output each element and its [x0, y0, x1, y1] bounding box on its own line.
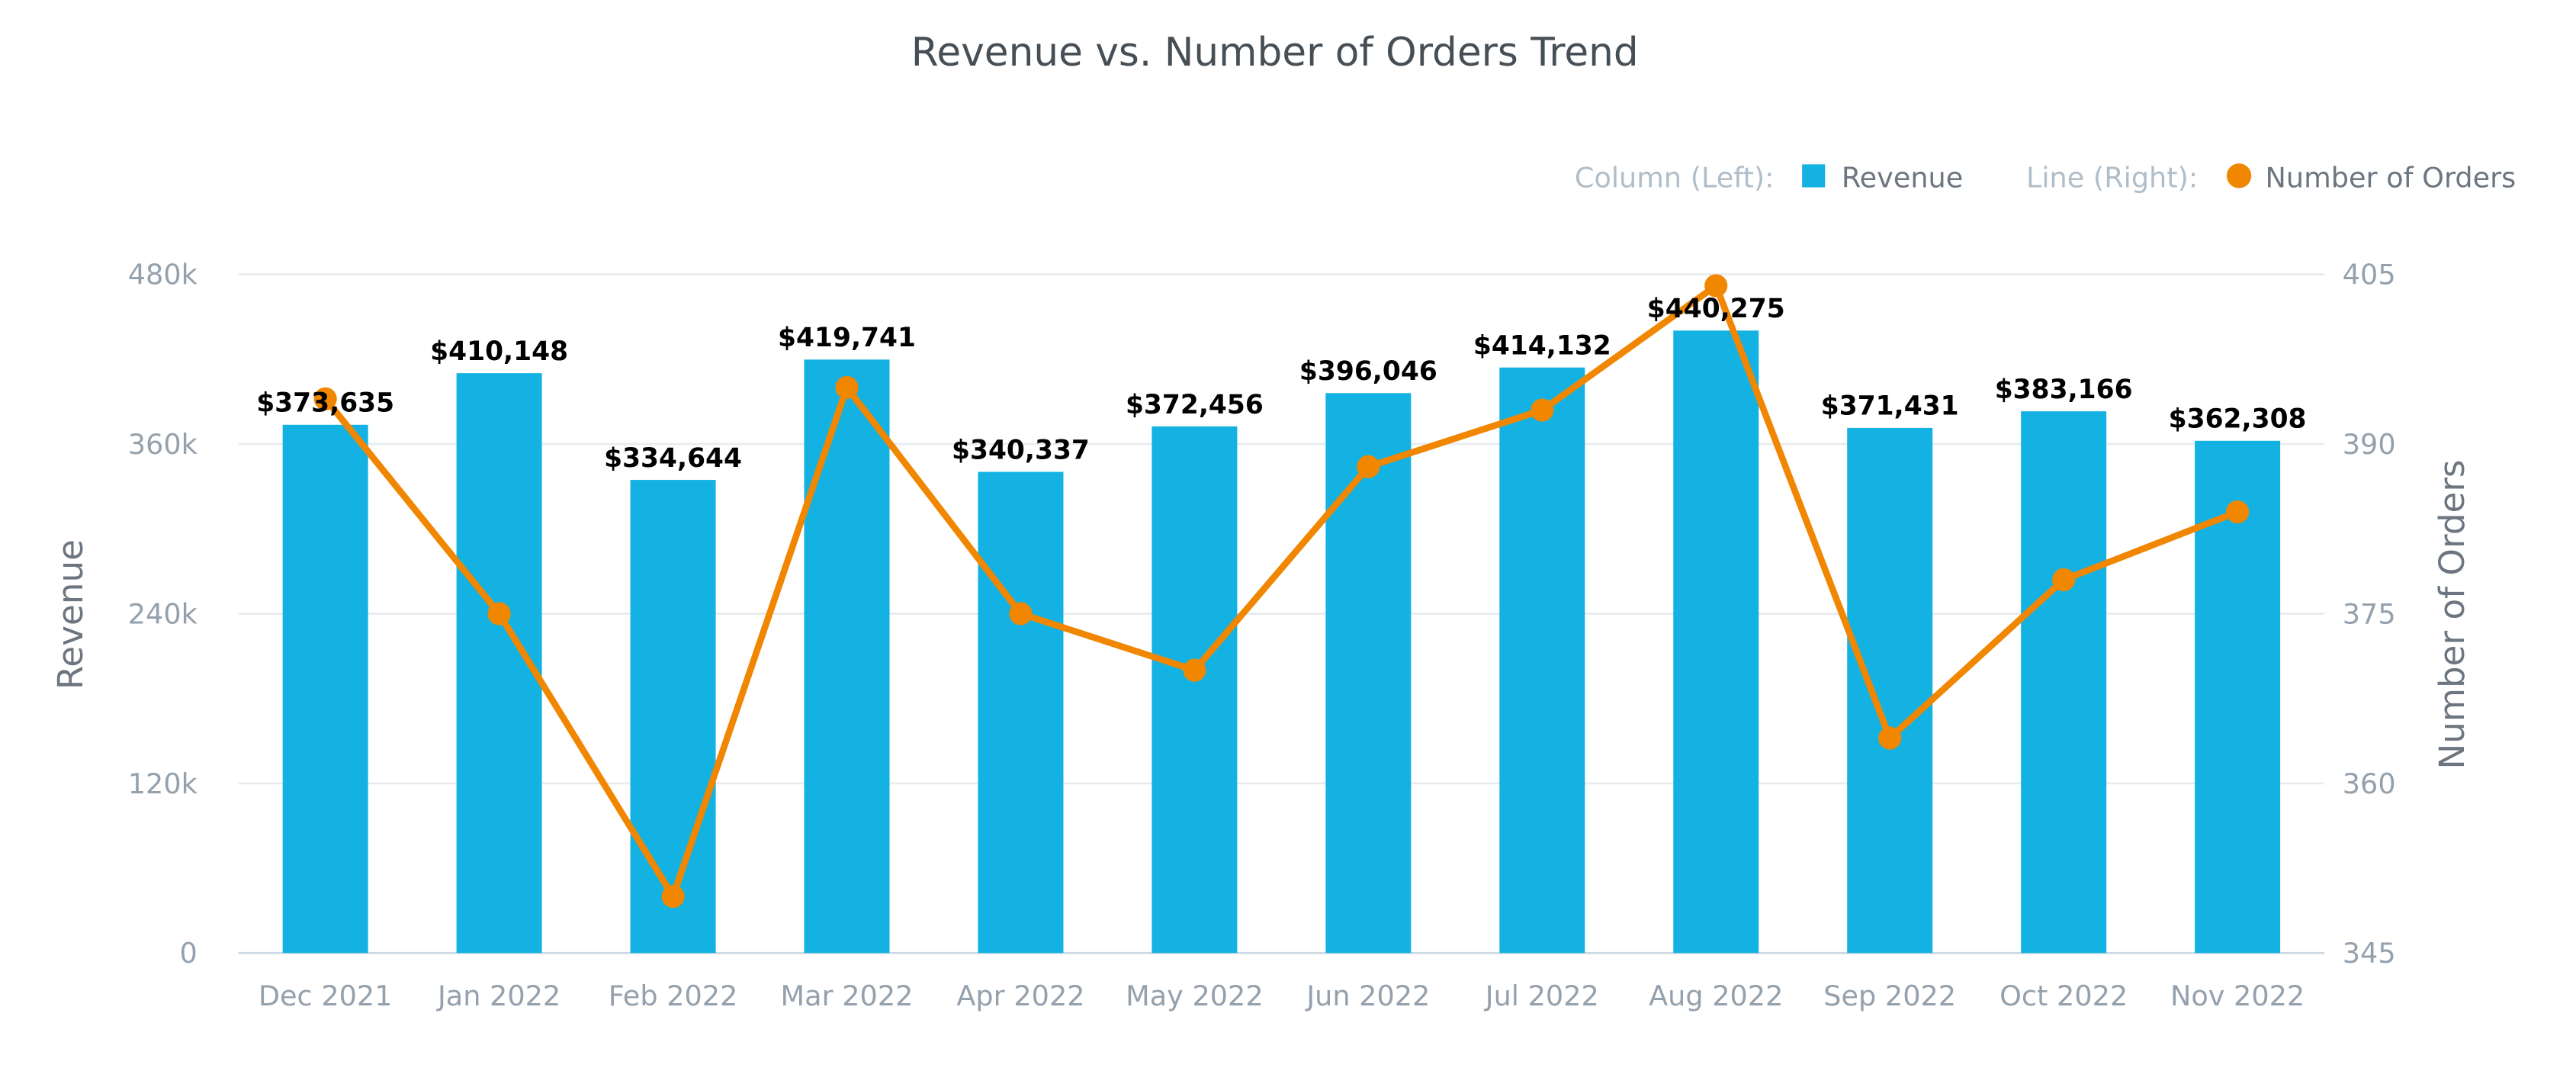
orders-point [1704, 274, 1728, 298]
revenue-data-label: $383,166 [1995, 375, 2133, 405]
revenue-bar [804, 359, 890, 954]
x-tick-label: Oct 2022 [1999, 980, 2128, 1012]
y-right-tick: 375 [2343, 597, 2396, 630]
revenue-bar [282, 424, 368, 954]
x-tick-label: Dec 2021 [259, 980, 393, 1012]
y-left-tick: 0 [180, 937, 198, 970]
orders-point [1531, 398, 1554, 422]
revenue-bar [1847, 427, 1933, 954]
orders-point [1009, 602, 1033, 626]
revenue-data-label: $362,308 [2169, 404, 2307, 435]
legend-orders-label[interactable]: Number of Orders [2266, 162, 2517, 195]
x-tick-label: Nov 2022 [2170, 980, 2305, 1012]
y-left-tick: 360k [128, 428, 198, 461]
revenue-bar [1673, 330, 1759, 954]
revenue-bar [1499, 367, 1585, 954]
revenue-bar [1325, 393, 1412, 954]
orders-point [487, 602, 511, 626]
revenue-data-label: $410,148 [430, 336, 568, 367]
y-right-tick: 405 [2343, 259, 2396, 291]
x-tick-label: Mar 2022 [781, 980, 914, 1012]
y-left-tick: 480k [128, 259, 198, 291]
y-right-tick: 345 [2343, 937, 2396, 970]
revenue-data-label: $419,741 [778, 323, 916, 353]
x-tick-label: Feb 2022 [609, 980, 738, 1012]
orders-line [323, 282, 2239, 900]
legend-orders-swatch [2226, 163, 2252, 188]
revenue-data-label: $373,635 [256, 388, 394, 419]
revenue-data-label: $340,337 [952, 435, 1090, 465]
legend: Column (Left): Revenue Line (Right): Num… [1575, 162, 2516, 195]
legend-revenue-swatch [1802, 164, 1826, 188]
y-left-tick: 240k [128, 597, 198, 630]
orders-point [2052, 568, 2076, 592]
revenue-bar [978, 471, 1064, 954]
orders-point [2226, 500, 2250, 524]
x-tick-label: Aug 2022 [1649, 980, 1783, 1012]
orders-point [1357, 455, 1380, 478]
y-left-tick: 120k [128, 767, 198, 800]
orders-point [313, 387, 337, 410]
orders-point [1183, 658, 1206, 682]
y-right-tick: 360 [2343, 767, 2396, 800]
revenue-data-label: $440,275 [1647, 294, 1785, 324]
revenue-bar [1151, 426, 1238, 954]
orders-point [661, 885, 685, 909]
x-tick-label: May 2022 [1126, 980, 1264, 1012]
orders-point [835, 375, 859, 400]
revenue-data-label: $414,132 [1473, 331, 1611, 362]
revenue-bar [630, 480, 716, 954]
revenue-bar [2021, 411, 2107, 954]
revenue-data-label: $372,456 [1126, 390, 1264, 420]
orders-point [1878, 726, 1902, 750]
x-tick-label: Jan 2022 [436, 980, 560, 1012]
revenue-data-label: $396,046 [1299, 356, 1437, 387]
x-tick-label: Jul 2022 [1484, 980, 1599, 1012]
y-left-axis-title: Revenue [50, 539, 91, 690]
legend-line-prefix: Line (Right): [2026, 162, 2198, 195]
x-tick-label: Sep 2022 [1823, 980, 1956, 1012]
x-tick-label: Apr 2022 [956, 980, 1084, 1012]
revenue-data-label: $371,431 [1821, 391, 1959, 422]
chart-title: Revenue vs. Number of Orders Trend [911, 30, 1639, 76]
legend-column-prefix: Column (Left): [1575, 162, 1775, 195]
y-right-axis-title: Number of Orders [2432, 460, 2472, 770]
revenue-data-label: $334,644 [604, 443, 742, 474]
x-tick-label: Jun 2022 [1305, 980, 1430, 1012]
y-right-tick: 390 [2343, 428, 2396, 461]
legend-revenue-label[interactable]: Revenue [1842, 162, 1963, 195]
